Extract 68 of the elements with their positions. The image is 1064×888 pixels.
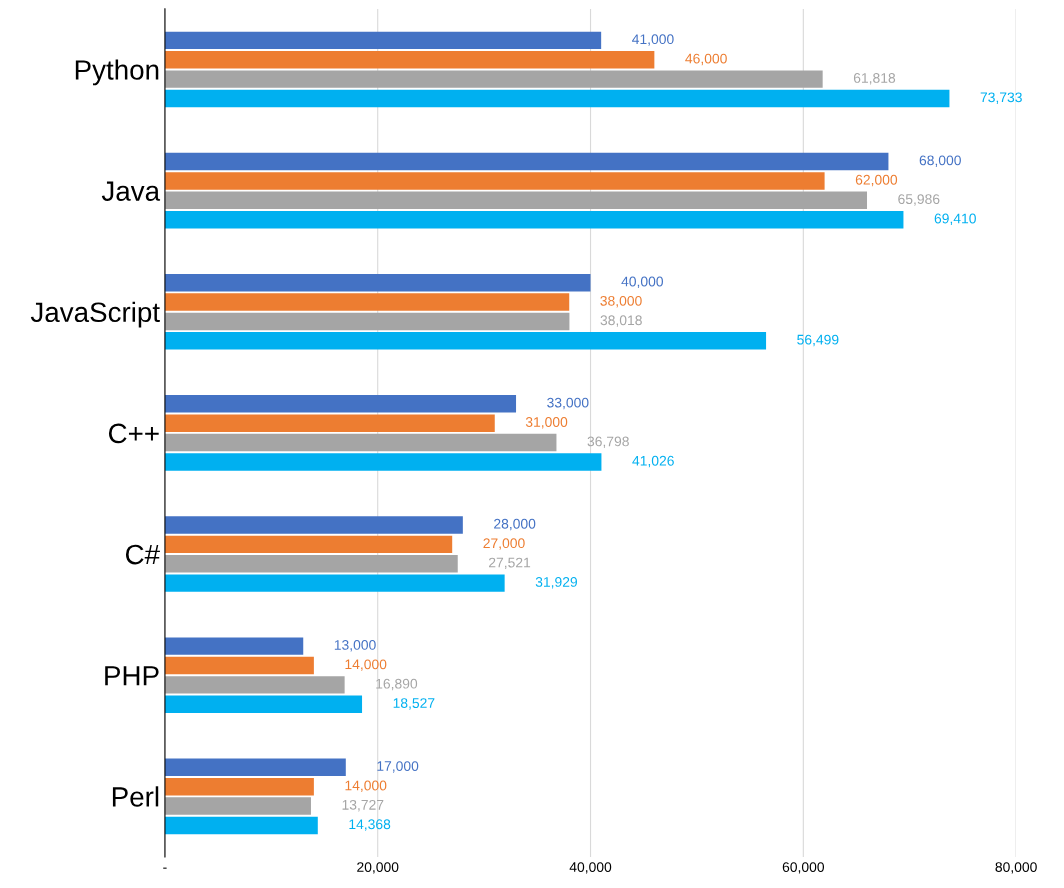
- data-label: 13,727: [342, 799, 384, 812]
- x-tick-label: 20,000: [357, 862, 399, 874]
- bar: [164, 210, 904, 229]
- bar: [164, 516, 463, 534]
- data-label: 14,000: [345, 659, 387, 671]
- bar: [164, 816, 318, 835]
- data-label: 61,818: [853, 73, 896, 85]
- bar: [164, 152, 889, 171]
- bar: [164, 453, 602, 471]
- x-tick-label: -: [163, 867, 167, 869]
- data-label: 13,000: [334, 640, 376, 652]
- data-label: 28,000: [494, 518, 536, 531]
- data-label: 41,026: [632, 455, 674, 468]
- bar: [164, 51, 655, 69]
- data-label: 14,000: [345, 780, 387, 793]
- y-tick-label: C#: [125, 544, 160, 565]
- data-label: 65,986: [898, 194, 940, 206]
- bar: [164, 637, 304, 655]
- bar: [164, 273, 591, 292]
- bar: [164, 676, 345, 694]
- bar: [164, 656, 314, 675]
- data-label: 14,368: [349, 819, 391, 831]
- data-label: 68,000: [919, 155, 961, 167]
- bar: [164, 555, 458, 573]
- data-label: 40,000: [621, 276, 664, 289]
- y-tick-label: PHP: [105, 666, 159, 686]
- data-label: 27,000: [483, 538, 525, 550]
- bar: [164, 70, 823, 88]
- data-label: 27,521: [489, 557, 531, 570]
- y-tick-label: Java: [101, 181, 161, 201]
- data-label: 31,929: [535, 577, 578, 589]
- data-label: 17,000: [377, 761, 419, 773]
- y-tick-label: C++: [108, 423, 159, 444]
- bar: [164, 758, 346, 776]
- data-label: 36,798: [587, 436, 629, 448]
- bar: [164, 414, 495, 432]
- y-tick-label: Python: [75, 59, 159, 86]
- x-tick-label: 40,000: [569, 862, 612, 874]
- bar: [164, 89, 950, 108]
- bar: [164, 293, 570, 311]
- bar: [164, 332, 767, 350]
- data-label: 73,733: [980, 92, 1022, 104]
- data-label: 18,527: [393, 698, 435, 710]
- data-label: 38,018: [600, 315, 642, 327]
- x-tick-label: 60,000: [782, 862, 825, 874]
- data-label: 38,000: [600, 295, 642, 308]
- data-label: 46,000: [685, 53, 727, 66]
- data-label: 62,000: [855, 174, 898, 187]
- data-label: 69,410: [934, 213, 976, 226]
- data-label: 16,890: [376, 678, 418, 691]
- y-tick-label: Perl: [112, 786, 159, 807]
- data-label: 56,499: [797, 334, 839, 347]
- bar: [164, 797, 311, 815]
- bar: [164, 695, 363, 713]
- data-label: 41,000: [632, 34, 674, 46]
- x-tick-label: 80,000: [995, 862, 1037, 874]
- bar: [164, 395, 517, 413]
- bar: [164, 312, 570, 331]
- bar: [164, 433, 557, 452]
- bar: [164, 777, 314, 796]
- bar: [164, 172, 825, 190]
- data-label: 31,000: [525, 417, 568, 429]
- data-label: 33,000: [547, 397, 589, 410]
- bar: [164, 574, 505, 592]
- bar: [164, 191, 868, 210]
- bar: [164, 535, 453, 554]
- y-tick-label: JavaScript: [30, 301, 160, 328]
- bar: [164, 31, 602, 50]
